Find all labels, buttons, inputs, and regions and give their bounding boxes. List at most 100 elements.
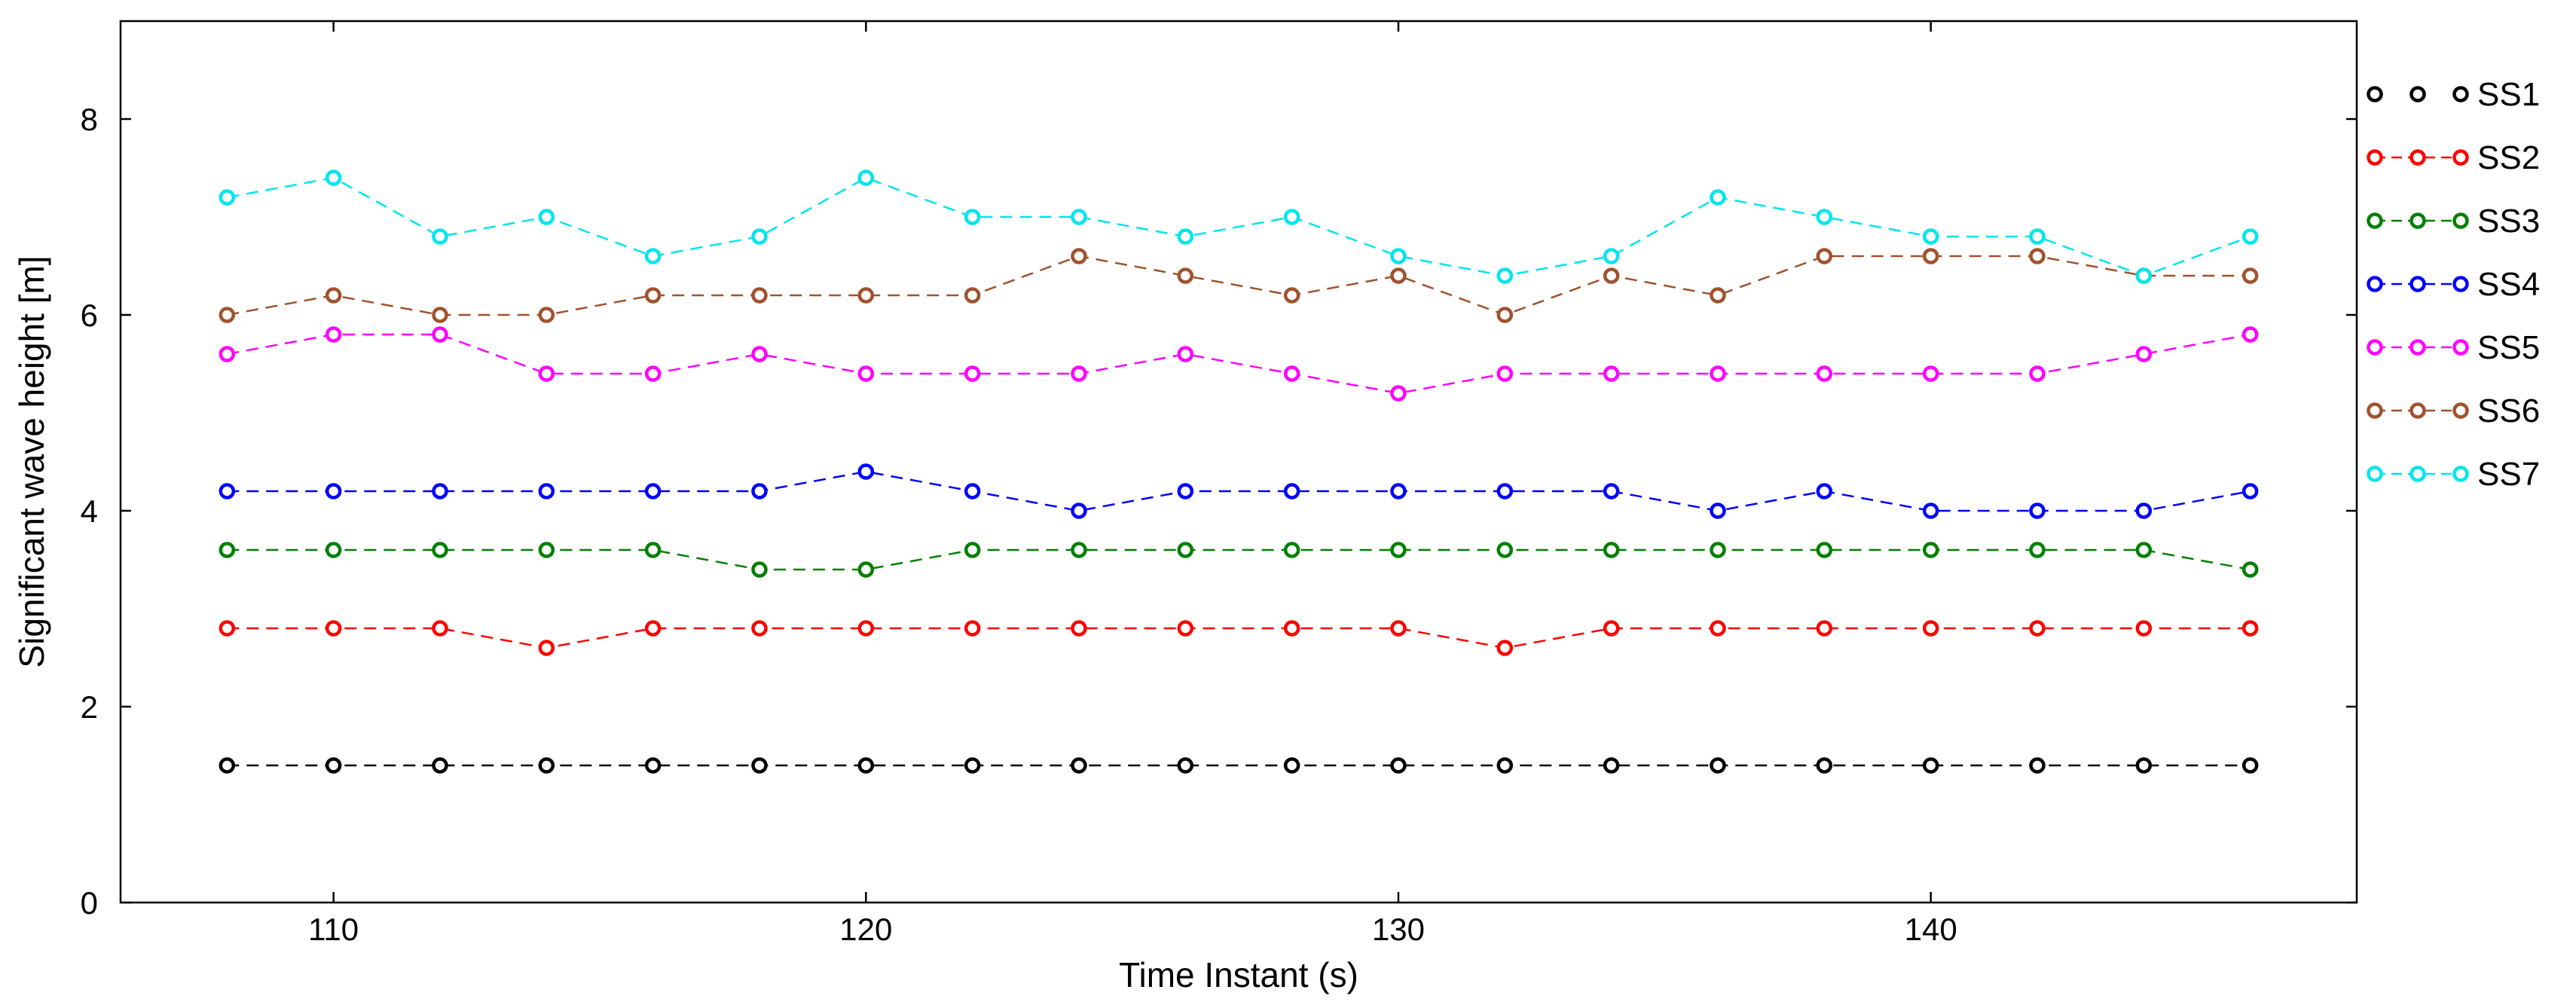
data-point — [218, 307, 236, 323]
data-point — [325, 757, 342, 774]
legend-marker — [2367, 339, 2383, 356]
data-point — [1177, 620, 1194, 637]
data-point — [2029, 228, 2046, 245]
data-point — [1922, 228, 1939, 245]
y-axis-label: Significant wave height [m] — [12, 255, 51, 667]
legend-marker — [2367, 276, 2383, 292]
data-point — [538, 542, 555, 558]
data-point — [218, 542, 236, 558]
data-point — [1496, 483, 1514, 499]
legend-item-ss1: SS1 — [2367, 76, 2540, 113]
data-point — [218, 189, 236, 206]
data-point — [644, 620, 662, 637]
data-point — [1922, 620, 1939, 637]
series-line-ss6 — [227, 255, 2251, 316]
data-point — [1816, 620, 1833, 637]
series-ss4 — [218, 463, 2259, 519]
legend-marker — [2367, 466, 2383, 482]
data-point — [1710, 502, 1726, 519]
legend-label: SS3 — [2477, 203, 2540, 240]
legend-marker — [2409, 149, 2426, 166]
series-line-ss5 — [227, 333, 2251, 395]
data-point — [644, 757, 662, 774]
data-point — [2135, 267, 2153, 284]
y-tick-label: 4 — [81, 493, 98, 529]
legend-item-ss2: SS2 — [2367, 139, 2540, 176]
data-point — [1710, 287, 1726, 304]
legend-item-ss7: SS7 — [2367, 456, 2540, 493]
data-point — [2241, 757, 2259, 774]
legend-marker — [2452, 402, 2469, 419]
data-point — [751, 483, 768, 499]
data-point — [964, 620, 981, 637]
data-point — [1177, 346, 1194, 362]
data-point — [857, 365, 875, 382]
data-point — [2029, 365, 2046, 382]
data-point — [1922, 757, 1939, 774]
data-point — [1922, 248, 1939, 264]
data-point — [2135, 620, 2153, 637]
legend-marker — [2452, 466, 2469, 482]
data-point — [1283, 209, 1300, 225]
data-point — [1816, 757, 1833, 774]
data-point — [538, 757, 555, 774]
data-point — [538, 209, 555, 225]
legend-marker — [2409, 276, 2426, 292]
data-point — [218, 346, 236, 362]
data-point — [1283, 620, 1300, 637]
series-line-ss2 — [227, 627, 2251, 649]
data-point — [2241, 267, 2259, 284]
legend-item-ss4: SS4 — [2367, 266, 2540, 303]
data-point — [1177, 228, 1194, 245]
data-point — [644, 248, 662, 264]
data-point — [432, 307, 448, 323]
legend-marker — [2409, 86, 2426, 102]
data-point — [1071, 365, 1087, 382]
data-point — [1283, 483, 1300, 499]
data-point — [1390, 620, 1407, 637]
data-point — [644, 287, 662, 304]
data-point — [1283, 287, 1300, 304]
series-ss5 — [218, 326, 2259, 402]
data-point — [644, 542, 662, 558]
data-point — [751, 228, 768, 245]
data-point — [1177, 757, 1194, 774]
data-point — [2135, 346, 2153, 362]
y-tick-label: 2 — [81, 689, 98, 725]
data-point — [2029, 542, 2046, 558]
x-tick-label: 120 — [839, 912, 892, 947]
series-line-ss3 — [227, 548, 2251, 571]
data-point — [1071, 248, 1087, 264]
data-point — [1496, 542, 1514, 558]
data-point — [432, 326, 448, 343]
data-point — [325, 542, 342, 558]
data-point — [432, 757, 448, 774]
data-point — [1177, 542, 1194, 558]
data-point — [1283, 542, 1300, 558]
legend-item-ss3: SS3 — [2367, 203, 2540, 240]
data-point — [1390, 757, 1407, 774]
data-point — [1816, 542, 1833, 558]
data-point — [644, 365, 662, 382]
legend-marker — [2367, 402, 2383, 419]
data-point — [325, 483, 342, 499]
data-point — [432, 228, 448, 245]
legend-label: SS5 — [2477, 329, 2540, 366]
data-point — [1603, 757, 1620, 774]
data-point — [751, 561, 768, 578]
data-point — [2029, 620, 2046, 637]
legend-marker — [2367, 212, 2383, 229]
legend-label: SS7 — [2477, 456, 2540, 493]
data-point — [1603, 365, 1620, 382]
data-point — [1603, 483, 1620, 499]
legend-marker — [2452, 86, 2469, 102]
data-point — [538, 640, 555, 656]
data-point — [2029, 502, 2046, 519]
data-point — [1603, 542, 1620, 558]
series-layer — [218, 170, 2259, 774]
data-point — [2241, 326, 2259, 343]
data-point — [2029, 248, 2046, 264]
series-line-ss7 — [227, 176, 2251, 277]
data-point — [1390, 542, 1407, 558]
